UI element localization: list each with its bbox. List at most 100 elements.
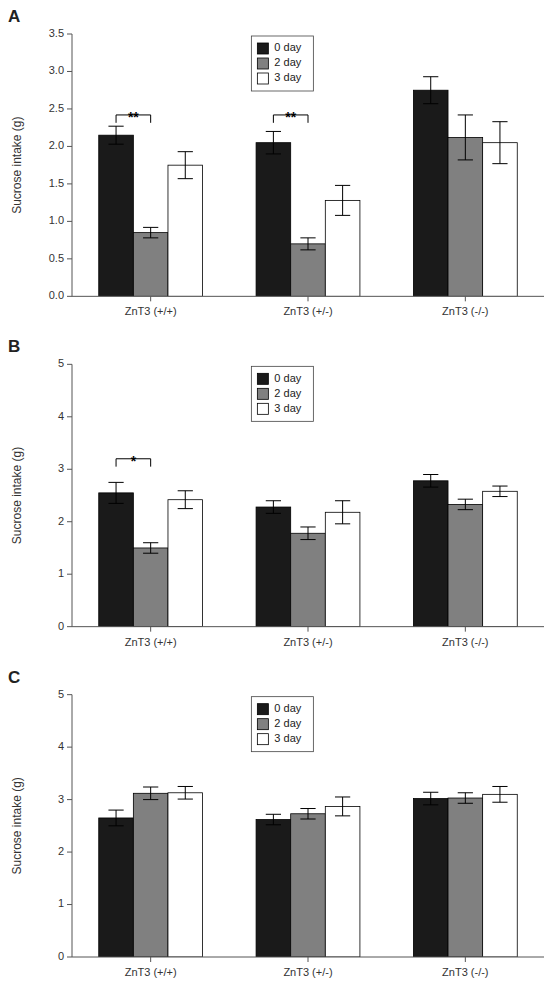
y-tick [67, 574, 72, 575]
x-tick-label: ZnT3 (+/+) [125, 636, 177, 648]
x-tick [150, 296, 151, 301]
y-tick-label: 0.0 [49, 289, 64, 301]
y-tick [67, 957, 72, 958]
x-tick-label: ZnT3 (-/-) [442, 305, 488, 317]
y-tick-label: 2 [58, 515, 64, 527]
y-tick [67, 852, 72, 853]
plot-area [99, 459, 518, 627]
bar [168, 165, 203, 296]
plot-area [99, 77, 518, 297]
x-tick [150, 957, 151, 962]
legend-swatch [257, 373, 268, 384]
x-tick-label: ZnT3 (+/-) [283, 636, 332, 648]
y-tick-label: 4 [58, 740, 64, 752]
y-axis-line [72, 364, 73, 626]
y-tick-label: 0 [58, 620, 64, 632]
error-bar [458, 793, 473, 803]
error-bar [143, 543, 158, 553]
background [0, 0, 560, 991]
error-bar [492, 122, 507, 164]
error-bar [492, 786, 507, 802]
y-tick [67, 469, 72, 470]
error-bar [178, 491, 193, 509]
bar [448, 504, 483, 626]
y-tick [67, 258, 72, 259]
error-bar [423, 475, 438, 488]
y-tick [67, 904, 72, 905]
error-bar [335, 501, 350, 524]
y-tick [67, 146, 72, 147]
error-bar [492, 486, 507, 496]
legend-frame [251, 697, 313, 752]
bar [413, 799, 448, 957]
legend-label: 3 day [274, 402, 301, 414]
error-bar [423, 792, 438, 805]
legend-label: 2 day [274, 717, 301, 729]
y-tick-label: 1 [58, 897, 64, 909]
legend-label: 0 day [274, 702, 301, 714]
legend: 0 day2 day3 day [251, 36, 313, 91]
y-tick-label: 3 [58, 462, 64, 474]
plot-area [99, 786, 518, 957]
y-tick [67, 799, 72, 800]
error-bar [178, 152, 193, 179]
significance-label: * [131, 453, 137, 469]
panel: BSucrose intake (g)012345*ZnT3 (+/+)ZnT3… [8, 337, 544, 647]
error-bar [108, 810, 123, 826]
y-tick-label: 5 [58, 357, 64, 369]
bar [483, 143, 518, 297]
y-tick-label: 0 [58, 950, 64, 962]
bar [133, 793, 168, 957]
legend-swatch [257, 388, 268, 399]
legend-label: 2 day [274, 56, 301, 68]
y-axis-label: Sucrose intake (g) [10, 447, 24, 544]
y-tick [67, 364, 72, 365]
error-bar [108, 126, 123, 144]
y-tick [67, 416, 72, 417]
y-tick [67, 296, 72, 297]
y-tick [67, 108, 72, 109]
error-bar [423, 77, 438, 104]
bar [448, 137, 483, 296]
x-tick [465, 296, 466, 301]
y-axis-label: Sucrose intake (g) [10, 116, 24, 213]
y-tick [67, 221, 72, 222]
y-tick [67, 626, 72, 627]
y-axis-line [72, 695, 73, 957]
significance-label: ** [128, 109, 139, 125]
y-tick-label: 1.0 [49, 214, 64, 226]
bar [256, 820, 291, 957]
x-tick-label: ZnT3 (-/-) [442, 636, 488, 648]
y-tick-label: 5 [58, 688, 64, 700]
legend-swatch [257, 73, 268, 84]
legend: 0 day2 day3 day [251, 366, 313, 421]
y-tick [67, 71, 72, 72]
bar [291, 814, 326, 957]
panel-label: C [8, 668, 20, 687]
error-bar [458, 499, 473, 509]
x-tick [465, 627, 466, 632]
y-tick [67, 694, 72, 695]
x-tick [308, 627, 309, 632]
legend-frame [251, 366, 313, 421]
legend-frame [251, 36, 313, 91]
error-bar [143, 787, 158, 800]
legend-label: 0 day [274, 41, 301, 53]
legend-swatch [257, 43, 268, 54]
legend: 0 day2 day3 day [251, 697, 313, 752]
error-bar [335, 185, 350, 215]
error-bar [266, 814, 281, 824]
bar [256, 143, 291, 297]
figure: ASucrose intake (g)0.00.51.01.52.02.53.0… [0, 0, 560, 991]
error-bar [300, 809, 315, 819]
x-tick [150, 627, 151, 632]
x-tick-label: ZnT3 (+/+) [125, 966, 177, 978]
y-tick-label: 1 [58, 567, 64, 579]
bar [133, 233, 168, 297]
y-tick [67, 521, 72, 522]
y-tick-label: 3 [58, 793, 64, 805]
legend-swatch [257, 58, 268, 69]
error-bar [300, 527, 315, 540]
bar [99, 818, 134, 957]
legend-swatch [257, 704, 268, 715]
